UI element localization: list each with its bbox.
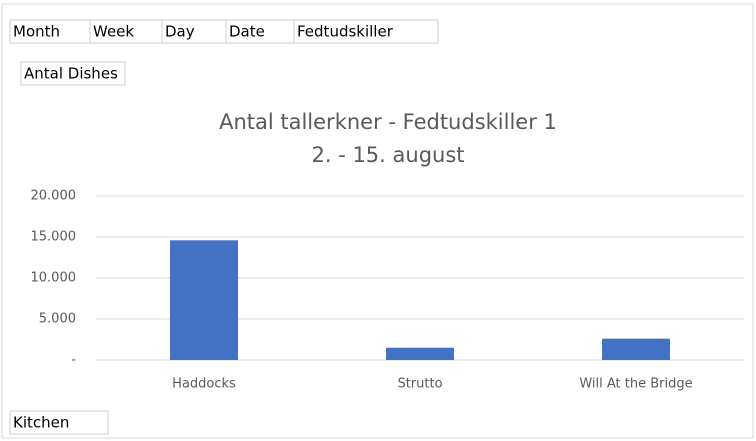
y-tick-label: 20.000 <box>31 189 77 204</box>
y-tick-label: 5.000 <box>39 312 76 327</box>
chart-subtitle: 2. - 15. august <box>311 143 464 167</box>
button-label: Antal Dishes <box>24 65 118 83</box>
field-button[interactable]: Kitchen <box>9 410 109 435</box>
x-tick-label: Will At the Bridge <box>579 377 692 392</box>
y-tick-label: 15.000 <box>31 230 77 245</box>
button-label: Date <box>229 23 265 41</box>
button-label: Fedtudskiller <box>297 23 394 41</box>
y-tick-label: - <box>71 353 76 368</box>
field-button[interactable]: Day <box>161 19 227 44</box>
bar <box>386 347 454 360</box>
field-button[interactable]: Week <box>89 19 163 44</box>
field-button[interactable]: Fedtudskiller <box>293 19 439 44</box>
x-tick-label: Haddocks <box>172 377 236 392</box>
chart-border <box>1 3 754 439</box>
field-button[interactable]: Month <box>9 19 91 44</box>
button-label: Month <box>13 23 60 41</box>
button-box <box>293 19 439 44</box>
button-label: Kitchen <box>13 414 69 432</box>
button-box <box>20 61 126 86</box>
y-tick-label: 10.000 <box>31 271 77 286</box>
button-box <box>9 410 109 435</box>
field-button[interactable]: Antal Dishes <box>20 61 126 86</box>
button-label: Day <box>165 23 195 41</box>
bar <box>602 338 670 360</box>
button-label: Week <box>93 23 134 41</box>
x-tick-label: Strutto <box>397 377 442 392</box>
bar <box>170 240 238 360</box>
field-button[interactable]: Date <box>225 19 295 44</box>
chart-title: Antal tallerkner - Fedtudskiller 1 <box>219 110 557 134</box>
